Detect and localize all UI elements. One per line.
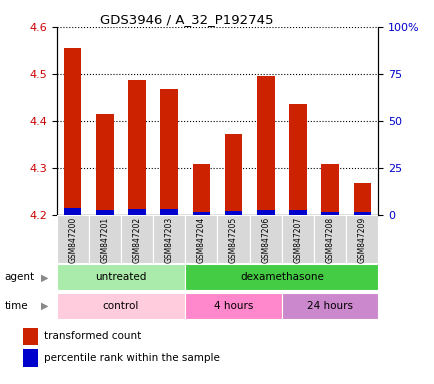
Bar	[128, 80, 145, 215]
Bar	[185, 293, 281, 319]
Bar	[249, 215, 281, 263]
Text: transformed count: transformed count	[43, 331, 141, 341]
Bar	[321, 212, 338, 215]
Bar	[289, 210, 306, 215]
Text: dexamethasone: dexamethasone	[240, 272, 323, 283]
Bar	[160, 209, 178, 215]
Bar	[185, 215, 217, 263]
Text: GSM847205: GSM847205	[229, 217, 237, 263]
Bar	[353, 183, 370, 215]
Bar	[96, 210, 113, 215]
Text: GDS3946 / A_32_P192745: GDS3946 / A_32_P192745	[100, 13, 273, 26]
Bar	[192, 164, 210, 215]
Bar	[281, 293, 378, 319]
Text: GSM847206: GSM847206	[261, 217, 270, 263]
Text: GSM847201: GSM847201	[100, 217, 109, 263]
Text: control: control	[102, 301, 139, 311]
Bar	[256, 210, 274, 215]
Bar	[23, 328, 37, 345]
Bar	[345, 215, 378, 263]
Text: 24 hours: 24 hours	[306, 301, 352, 311]
Bar	[23, 349, 37, 367]
Text: time: time	[4, 301, 28, 311]
Text: agent: agent	[4, 272, 34, 283]
Bar	[313, 215, 345, 263]
Bar	[56, 215, 89, 263]
Bar	[160, 89, 178, 215]
Text: GSM847200: GSM847200	[68, 217, 77, 263]
Text: GSM847203: GSM847203	[164, 217, 173, 263]
Bar	[56, 293, 185, 319]
Text: ▶: ▶	[41, 301, 49, 311]
Text: untreated: untreated	[95, 272, 146, 283]
Bar	[217, 215, 249, 263]
Text: percentile rank within the sample: percentile rank within the sample	[43, 353, 219, 363]
Bar	[89, 215, 121, 263]
Bar	[153, 215, 185, 263]
Bar	[256, 76, 274, 215]
Text: GSM847208: GSM847208	[325, 217, 334, 263]
Bar	[192, 212, 210, 215]
Bar	[289, 104, 306, 215]
Bar	[224, 211, 242, 215]
Text: GSM847207: GSM847207	[293, 217, 302, 263]
Bar	[56, 265, 185, 290]
Bar	[281, 215, 313, 263]
Bar	[321, 164, 338, 215]
Text: GSM847209: GSM847209	[357, 217, 366, 263]
Text: GSM847204: GSM847204	[197, 217, 205, 263]
Text: GSM847202: GSM847202	[132, 217, 141, 263]
Bar	[96, 114, 113, 215]
Bar	[64, 209, 81, 215]
Bar	[185, 265, 378, 290]
Bar	[353, 212, 370, 215]
Bar	[224, 134, 242, 215]
Bar	[64, 48, 81, 215]
Text: ▶: ▶	[41, 272, 49, 283]
Text: 4 hours: 4 hours	[214, 301, 253, 311]
Bar	[121, 215, 153, 263]
Bar	[128, 209, 145, 215]
